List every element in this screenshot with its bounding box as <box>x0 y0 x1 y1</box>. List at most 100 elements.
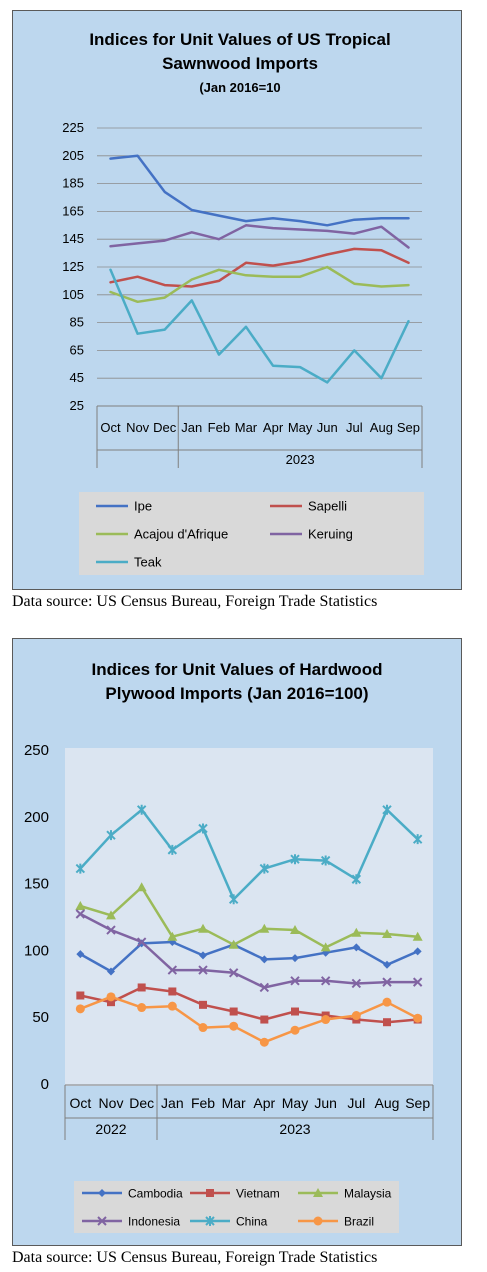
data-point-brazil <box>106 992 116 1002</box>
data-point-brazil <box>229 1021 239 1031</box>
series-line-keruing <box>109 224 410 249</box>
data-point-malaysia <box>290 925 300 935</box>
y-tick-label: 225 <box>62 120 84 135</box>
series-line-china <box>79 808 419 901</box>
data-point-malaysia <box>75 900 86 910</box>
data-point-china <box>198 823 208 834</box>
plywood-chart: Indices for Unit Values of Hardwood Plyw… <box>12 638 462 1246</box>
legend-label-sapelli: Sapelli <box>308 499 347 514</box>
data-point-brazil <box>259 1037 269 1047</box>
legend-marker-brazil <box>313 1216 323 1226</box>
x-tick-label: Jul <box>346 420 363 435</box>
data-point-brazil <box>413 1013 423 1023</box>
legend-box <box>74 1181 399 1233</box>
data-point-china <box>320 855 331 866</box>
series-line-vietnam <box>79 986 419 1024</box>
data-point-cambodia <box>199 951 207 960</box>
x-group-label: 2023 <box>279 1121 310 1137</box>
legend-label-cambodia: Cambodia <box>128 1187 183 1201</box>
data-point-indonesia <box>320 976 331 986</box>
y-tick-label: 200 <box>24 809 49 826</box>
data-point-china <box>136 804 147 815</box>
data-point-china <box>106 830 116 841</box>
data-point-vietnam <box>76 991 85 1000</box>
plot-area <box>65 748 433 1086</box>
legend-label-acajou-d-afrique: Acajou d'Afrique <box>134 527 228 542</box>
chart-title-line2: Plywood Imports (Jan 2016=100) <box>105 684 368 703</box>
x-tick-label: Jun <box>317 420 338 435</box>
data-point-malaysia <box>259 923 270 933</box>
series-line-ipe <box>109 154 410 227</box>
data-point-malaysia <box>320 942 331 952</box>
legend-label-ipe: Ipe <box>134 499 152 514</box>
data-point-china <box>75 863 86 874</box>
x-tick-label: Mar <box>222 1095 246 1111</box>
data-point-indonesia <box>167 965 178 975</box>
x-tick-label: Oct <box>69 1095 91 1111</box>
data-point-malaysia <box>167 931 178 941</box>
data-point-malaysia <box>412 931 423 941</box>
data-point-malaysia <box>106 910 116 920</box>
legend-label-china: China <box>236 1215 268 1229</box>
x-tick-label: Apr <box>263 420 284 435</box>
data-point-vietnam <box>137 983 146 992</box>
y-tick-label: 65 <box>70 342 84 357</box>
data-point-indonesia <box>75 909 86 919</box>
data-point-brazil <box>75 1004 85 1014</box>
data-point-brazil <box>198 1023 208 1033</box>
data-point-indonesia <box>198 965 208 975</box>
x-tick-label: Jan <box>161 1095 184 1111</box>
x-tick-label: Feb <box>208 420 230 435</box>
chart-title-line1: Indices for Unit Values of US Tropical <box>89 30 390 49</box>
data-point-china <box>351 874 362 885</box>
y-tick-label: 45 <box>70 370 84 385</box>
y-tick-label: 185 <box>62 176 84 191</box>
y-tick-label: 25 <box>70 398 84 413</box>
series-line-indonesia <box>79 912 419 989</box>
series-line-malaysia <box>79 886 419 949</box>
data-point-malaysia <box>351 927 362 937</box>
legend-marker-malaysia <box>313 1188 323 1197</box>
y-tick-label: 165 <box>62 203 84 218</box>
y-tick-label: 0 <box>41 1076 49 1093</box>
x-tick-label: Dec <box>153 420 177 435</box>
legend-marker-china <box>205 1216 215 1226</box>
y-tick-label: 50 <box>32 1009 49 1026</box>
x-tick-label: Jul <box>347 1095 365 1111</box>
data-point-china <box>228 894 239 905</box>
chart-subtitle: (Jan 2016=10 <box>199 80 280 95</box>
legend-label-indonesia: Indonesia <box>128 1215 180 1229</box>
data-point-vietnam <box>199 1000 207 1009</box>
data-point-indonesia <box>228 968 239 978</box>
x-tick-label: Sep <box>405 1095 430 1111</box>
data-point-indonesia <box>106 925 116 935</box>
data-point-cambodia <box>413 947 422 956</box>
data-point-indonesia <box>136 937 147 947</box>
x-group-label: 2022 <box>95 1121 126 1137</box>
data-point-brazil <box>382 997 392 1007</box>
data-point-indonesia <box>351 978 362 989</box>
data-point-china <box>382 804 392 815</box>
x-group-label: 2023 <box>286 452 315 467</box>
data-point-malaysia <box>228 939 239 949</box>
data-point-china <box>290 854 300 865</box>
data-point-cambodia <box>260 955 269 964</box>
legend-label-malaysia: Malaysia <box>344 1187 392 1201</box>
data-point-malaysia <box>136 882 147 892</box>
y-tick-label: 145 <box>62 231 84 246</box>
x-tick-label: Sep <box>397 420 420 435</box>
data-point-indonesia <box>290 976 300 986</box>
legend-marker-cambodia <box>98 1189 106 1197</box>
data-point-vietnam <box>383 1018 391 1027</box>
x-tick-label: Mar <box>235 420 258 435</box>
y-tick-label: 105 <box>62 287 84 302</box>
data-point-cambodia <box>321 948 330 957</box>
legend-label-brazil: Brazil <box>344 1215 374 1229</box>
data-point-cambodia <box>383 960 391 969</box>
data-point-indonesia <box>259 982 270 993</box>
chart-title-line2: Sawnwood Imports <box>162 54 318 73</box>
y-tick-label: 150 <box>24 876 49 893</box>
data-point-vietnam <box>168 987 177 996</box>
x-tick-label: May <box>282 1095 308 1111</box>
x-tick-label: Dec <box>129 1095 154 1111</box>
